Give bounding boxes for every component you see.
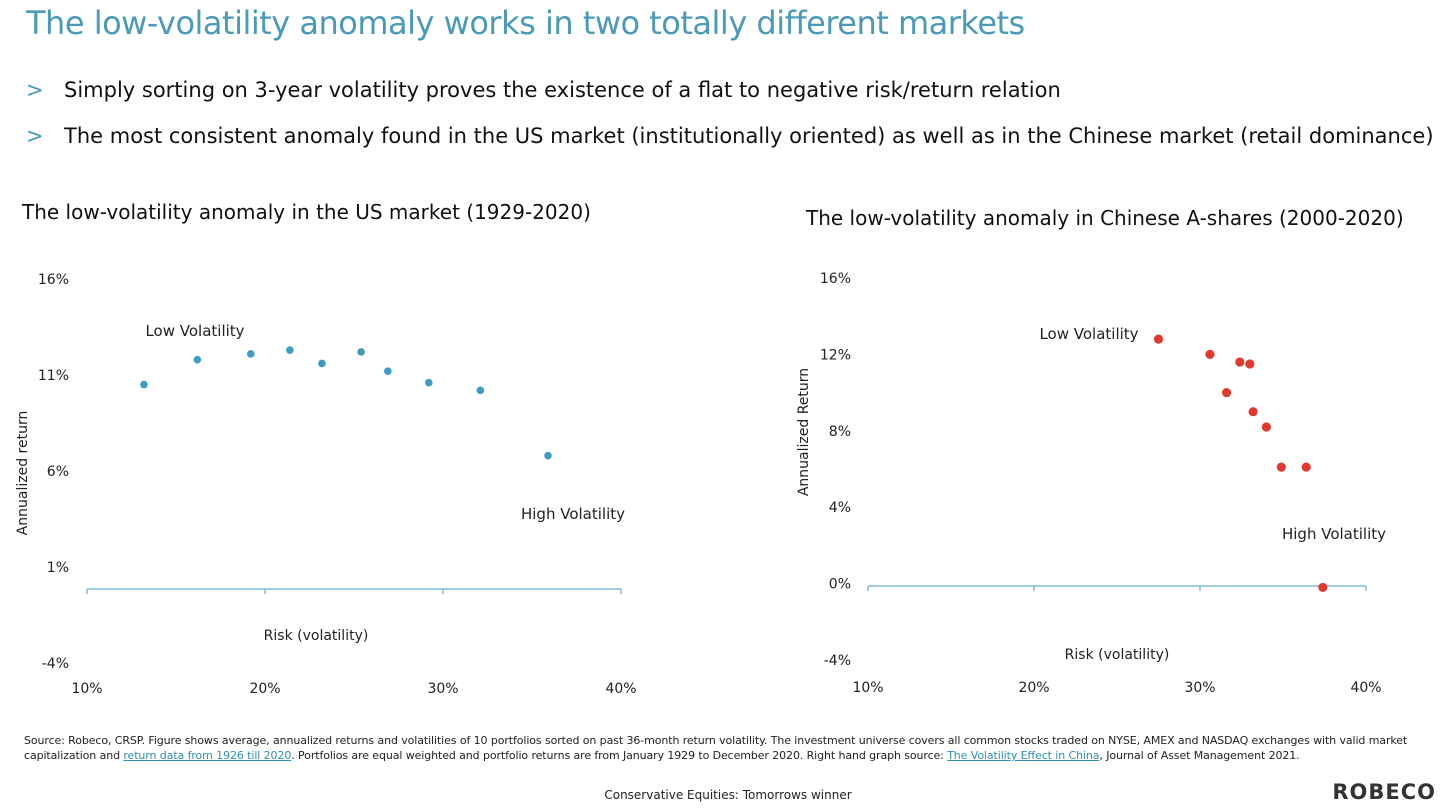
footnote-link-volatility-china[interactable]: The Volatility Effect in China [947, 749, 1100, 762]
chevron-right-icon: > [26, 124, 44, 148]
low-volatility-label: Low Volatility [145, 322, 244, 340]
x-tick-label: 20% [1018, 680, 1049, 696]
bullet-text: Simply sorting on 3-year volatility prov… [64, 78, 1061, 102]
data-point [1261, 422, 1271, 432]
slide-title: The low-volatility anomaly works in two … [26, 4, 1025, 42]
x-axis-title: Risk (volatility) [264, 628, 369, 644]
bullet-text: The most consistent anomaly found in the… [64, 124, 1434, 148]
y-tick-label: 16% [38, 272, 69, 288]
data-point [357, 348, 365, 356]
x-tick-label: 40% [605, 681, 636, 697]
data-point [1221, 388, 1232, 398]
data-point [286, 346, 294, 354]
y-tick-label: -4% [824, 653, 851, 669]
y-tick-label: 1% [47, 560, 69, 576]
y-tick-label: 8% [829, 424, 851, 440]
data-point [193, 355, 202, 364]
x-tick-label: 30% [1184, 680, 1215, 696]
data-point [384, 367, 392, 375]
bullet-item: > The most consistent anomaly found in th… [26, 124, 1434, 148]
low-volatility-label: Low Volatility [1039, 325, 1138, 343]
data-point [1205, 349, 1215, 359]
data-point [1318, 582, 1328, 593]
y-tick-label: 0% [829, 577, 851, 593]
source-footnote: Source: Robeco, CRSP. Figure shows avera… [24, 734, 1408, 762]
y-tick-label: 12% [820, 347, 851, 363]
chevron-right-icon: > [26, 78, 44, 102]
high-volatility-label: High Volatility [1282, 525, 1386, 543]
data-point [140, 380, 148, 389]
x-tick-label: 10% [852, 680, 883, 696]
robeco-logo: ROBECO [1332, 780, 1436, 804]
high-volatility-label: High Volatility [521, 505, 625, 523]
data-point [1235, 357, 1245, 367]
us-chart-title: The low-volatility anomaly in the US mar… [22, 200, 591, 224]
data-point [1245, 359, 1255, 369]
data-point [318, 359, 326, 368]
data-point [1301, 462, 1311, 472]
slide-footer: Conservative Equities: Tomorrows winner [604, 788, 852, 802]
y-axis-title: Annualized return [15, 411, 31, 536]
y-tick-label: 6% [47, 464, 69, 480]
data-point [1248, 407, 1258, 417]
x-tick-label: 20% [249, 681, 280, 697]
china-chart-title: The low-volatility anomaly in Chinese A-… [806, 206, 1404, 230]
y-axis-title: Annualized Return [796, 368, 812, 496]
x-tick-label: 30% [427, 681, 458, 697]
y-tick-label: 4% [829, 500, 851, 516]
data-point [544, 451, 552, 460]
data-point [1153, 334, 1164, 344]
y-tick-label: 11% [38, 368, 69, 384]
x-tick-label: 40% [1350, 680, 1381, 696]
data-point [246, 350, 255, 358]
x-tick-label: 10% [71, 681, 102, 697]
data-point [424, 378, 433, 387]
y-tick-label: 16% [820, 271, 851, 287]
data-point [476, 386, 485, 395]
data-point [1276, 462, 1286, 472]
x-axis-title: Risk (volatility) [1065, 647, 1170, 663]
footnote-link-return-data[interactable]: return data from 1926 till 2020 [123, 749, 292, 762]
bullet-item: > Simply sorting on 3-year volatility pro… [26, 78, 1061, 102]
y-tick-label: -4% [42, 656, 69, 672]
